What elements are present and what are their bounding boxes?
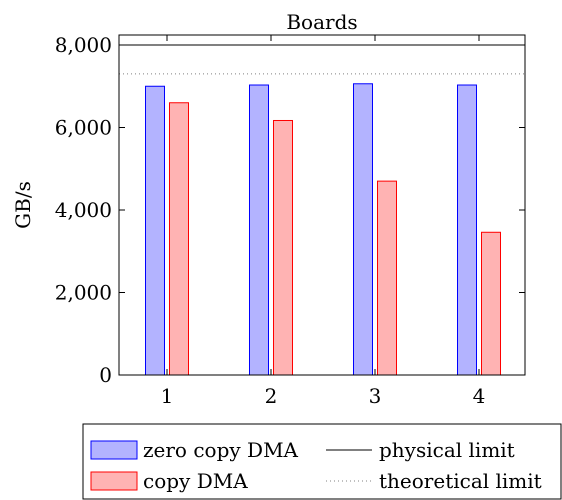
y-tick-label: 6,000 xyxy=(55,116,112,140)
y-tick-label: 8,000 xyxy=(55,33,112,57)
y-tick-label: 4,000 xyxy=(55,198,112,222)
reference-lines-layer xyxy=(119,44,525,75)
legend-swatch-copy-dma xyxy=(90,471,138,491)
bar-copy-dma xyxy=(169,102,189,376)
bars-layer xyxy=(145,83,501,376)
bar-copy-dma xyxy=(377,180,397,376)
bar-zero-copy-dma xyxy=(457,84,477,376)
legend-label: copy DMA xyxy=(143,469,248,493)
x-tick-label: 3 xyxy=(369,384,382,408)
bar-zero-copy-dma xyxy=(249,84,269,376)
legend: zero copy DMA copy DMA physical limit theor… xyxy=(82,423,562,500)
bar-copy-dma xyxy=(481,231,501,376)
y-axis: 0 2,000 4,000 6,000 8,000 xyxy=(55,33,525,387)
chart-title: Boards xyxy=(286,10,357,34)
y-tick-label: 2,000 xyxy=(55,281,112,305)
bar-zero-copy-dma xyxy=(145,85,165,376)
plot-frame xyxy=(118,34,526,376)
legend-swatch-zero-copy-dma xyxy=(90,440,138,460)
x-tick-label: 4 xyxy=(473,384,486,408)
legend-label: zero copy DMA xyxy=(143,438,299,462)
legend-label: theoretical limit xyxy=(379,469,542,493)
x-tick-label: 2 xyxy=(265,384,278,408)
bar-copy-dma xyxy=(273,119,293,376)
x-axis: 1 2 3 4 xyxy=(161,35,486,408)
bar-zero-copy-dma xyxy=(353,83,373,376)
y-tick-label: 0 xyxy=(99,363,112,387)
y-axis-label: GB/s xyxy=(11,181,35,229)
legend-label: physical limit xyxy=(379,438,515,462)
x-tick-label: 1 xyxy=(161,384,174,408)
legend-frame xyxy=(82,423,562,500)
